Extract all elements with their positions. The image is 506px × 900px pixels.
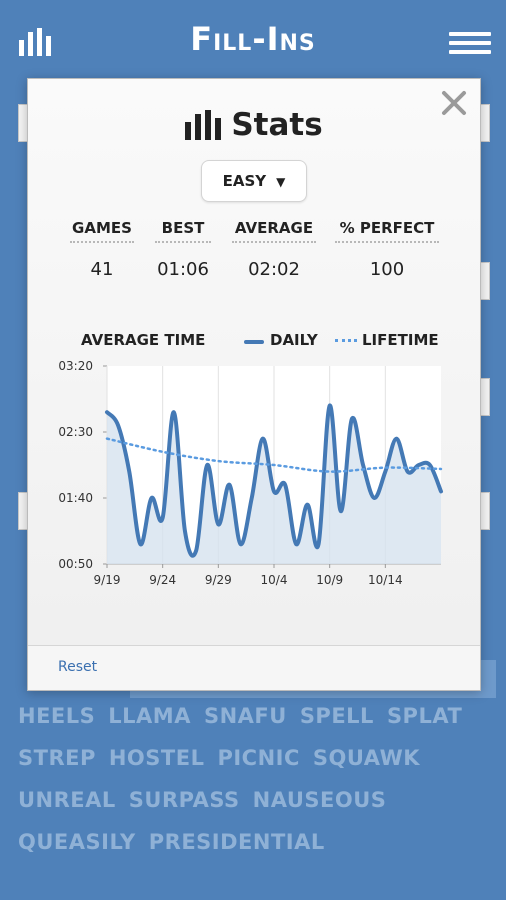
x-tick-label: 10/9 <box>316 573 343 587</box>
legend-lifetime-swatch <box>335 339 357 347</box>
modal-footer: Reset <box>28 645 480 690</box>
menu-icon[interactable] <box>449 32 491 54</box>
stat-best: BEST 01:06 <box>155 219 211 280</box>
x-tick-label: 10/14 <box>368 573 403 587</box>
word-item: SQUAWK <box>312 746 421 770</box>
y-tick-label: 01:40 <box>58 491 93 505</box>
stat-label: BEST <box>155 219 211 243</box>
stat-value: 01:06 <box>157 259 209 280</box>
word-item: PRESIDENTIAL <box>148 830 325 854</box>
daily-line <box>105 403 443 558</box>
difficulty-dropdown[interactable]: EASY ▼ <box>201 160 307 202</box>
stat-perfect: % PERFECT 100 <box>335 219 439 280</box>
average-time-chart: 00:50 01:40 02:30 03:20 9/19 9/24 9/29 10/4 10/9… <box>58 359 443 587</box>
word-item: SPLAT <box>386 704 463 728</box>
word-item: SURPASS <box>128 788 240 812</box>
stat-value: 100 <box>369 259 405 280</box>
app-title: Fill-Ins <box>190 20 316 58</box>
reset-link[interactable]: Reset <box>58 659 98 675</box>
stat-value: 41 <box>90 259 114 280</box>
word-row: STREP HOSTEL PICNIC SQUAWK <box>18 746 498 788</box>
stat-value: 02:02 <box>248 259 300 280</box>
legend-lifetime-label: LIFETIME <box>362 331 439 349</box>
stats-modal: Stats EASY ▼ GAMES 41 BEST 01:06 AVERAGE … <box>27 78 481 691</box>
word-row: UNREAL SURPASS NAUSEOUS <box>18 788 498 830</box>
difficulty-value: EASY <box>222 172 267 190</box>
modal-title: Stats <box>28 107 480 143</box>
word-row: QUEASILY PRESIDENTIAL <box>18 830 498 872</box>
y-tick-label: 00:50 <box>58 557 93 571</box>
close-icon[interactable] <box>440 89 468 117</box>
stat-label: % PERFECT <box>335 219 439 243</box>
word-item: QUEASILY <box>18 830 136 854</box>
stat-average: AVERAGE 02:02 <box>232 219 316 280</box>
word-row: HEELS LLAMA SNAFU SPELL SPLAT <box>18 704 498 746</box>
word-item: SPELL <box>299 704 374 728</box>
legend-daily-swatch <box>244 340 264 344</box>
dropdown-arrow-icon: ▼ <box>276 175 286 189</box>
x-tick-label: 9/24 <box>149 573 176 587</box>
word-item: SNAFU <box>203 704 287 728</box>
word-item: PICNIC <box>217 746 300 770</box>
x-tick-label: 9/19 <box>94 573 121 587</box>
stats-icon[interactable] <box>19 28 53 56</box>
chart-title: AVERAGE TIME <box>81 331 206 349</box>
word-item: UNREAL <box>18 788 116 812</box>
word-item: STREP <box>18 746 96 770</box>
stat-games: GAMES 41 <box>70 219 134 280</box>
stat-label: GAMES <box>70 219 134 243</box>
y-tick-label: 02:30 <box>58 425 93 439</box>
word-bank: HEELS LLAMA SNAFU SPELL SPLAT STREP HOSTEL PIC… <box>18 704 498 872</box>
modal-title-text: Stats <box>231 107 323 143</box>
word-item: LLAMA <box>108 704 191 728</box>
word-item: HEELS <box>18 704 96 728</box>
top-bar: Fill-Ins <box>0 0 506 86</box>
y-tick-label: 03:20 <box>58 359 93 373</box>
word-item: HOSTEL <box>108 746 205 770</box>
word-item: NAUSEOUS <box>252 788 387 812</box>
stats-icon <box>185 110 222 140</box>
x-tick-label: 9/29 <box>205 573 232 587</box>
lifetime-line <box>105 437 443 473</box>
x-tick-label: 10/4 <box>261 573 288 587</box>
legend-daily-label: DAILY <box>270 331 318 349</box>
stat-label: AVERAGE <box>232 219 316 243</box>
